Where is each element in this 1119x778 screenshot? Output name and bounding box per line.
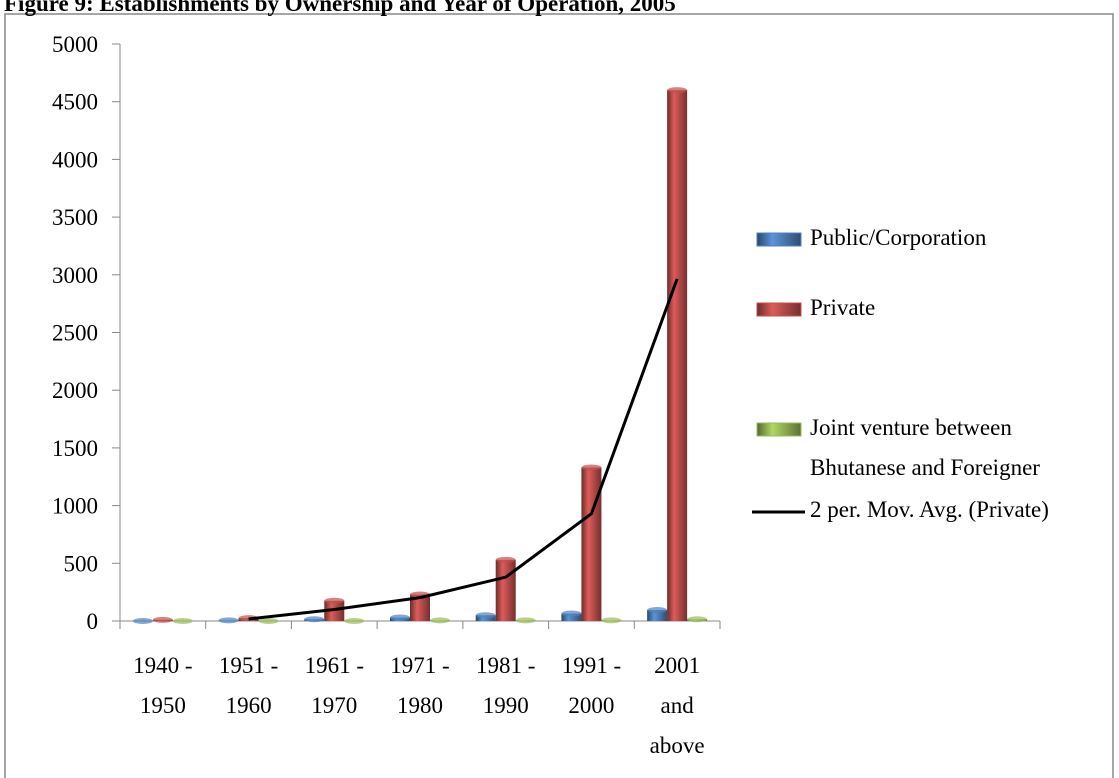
x-tick-label: 1990 <box>483 693 529 718</box>
legend-label: Private <box>810 295 876 320</box>
frame <box>4 13 1114 778</box>
bar-cap <box>390 614 410 621</box>
bar-cap <box>515 617 536 624</box>
x-tick-label: 1980 <box>397 693 443 718</box>
bar-cap <box>218 617 239 624</box>
bar <box>667 90 688 621</box>
y-tick-label: 3500 <box>52 205 98 230</box>
y-tick-label: 1500 <box>52 436 98 461</box>
bar-cap <box>495 556 516 563</box>
x-tick-label: and <box>661 693 695 718</box>
bar-cap <box>601 617 622 624</box>
bar-cap <box>304 616 325 623</box>
x-tick-label: 1960 <box>226 693 272 718</box>
y-tick-label: 2500 <box>52 321 98 346</box>
bar-cap <box>687 616 708 623</box>
x-tick-label: 1951 - <box>219 653 278 678</box>
x-tick-label: 1981 - <box>476 653 535 678</box>
legend-swatch <box>756 232 802 247</box>
bar-cap <box>132 618 153 624</box>
legend-swatch <box>756 302 802 317</box>
y-tick-label: 5000 <box>52 32 98 57</box>
y-tick-label: 2000 <box>52 378 98 403</box>
x-tick-label: 1970 <box>311 693 357 718</box>
bar-cap <box>430 617 450 624</box>
x-tick-label: 2000 <box>568 693 614 718</box>
x-tick-label: 2001 <box>654 653 700 678</box>
y-tick-label: 3000 <box>52 263 98 288</box>
y-tick-label: 4500 <box>52 90 98 115</box>
chart-title: Figure 9: Establishments by Ownership an… <box>4 0 676 16</box>
x-tick-label: 1971 - <box>390 653 449 678</box>
bar-cap <box>475 612 496 619</box>
bar <box>581 467 602 621</box>
bar-cap <box>172 618 193 624</box>
bar <box>561 613 582 621</box>
bar-cap <box>667 87 688 94</box>
bar-cap <box>561 610 582 617</box>
y-tick-label: 4000 <box>52 147 98 172</box>
bar-cap <box>581 464 602 471</box>
x-tick-label: 1991 - <box>562 653 621 678</box>
y-tick-label: 0 <box>87 609 99 634</box>
y-tick-label: 500 <box>64 551 99 576</box>
x-tick-label: above <box>650 733 705 758</box>
bar-cap <box>647 607 668 614</box>
legend-label: Public/Corporation <box>810 225 987 250</box>
bar <box>647 610 668 621</box>
bar <box>495 559 516 621</box>
y-tick-label: 1000 <box>52 494 98 519</box>
x-tick-label: 1940 - <box>133 653 192 678</box>
bar-cap <box>152 616 173 623</box>
legend-label: Joint venture between Bhutanese and Fore… <box>810 415 1040 480</box>
bar-cap <box>324 597 345 604</box>
x-tick-label: 1961 - <box>305 653 364 678</box>
x-tick-label: 1950 <box>140 693 186 718</box>
moving-average-line <box>248 278 679 621</box>
legend-swatch <box>756 422 802 437</box>
legend-label: 2 per. Mov. Avg. (Private) <box>810 497 1049 522</box>
bar-cap <box>344 618 365 624</box>
bar <box>410 594 430 621</box>
bar-cap <box>258 618 279 624</box>
